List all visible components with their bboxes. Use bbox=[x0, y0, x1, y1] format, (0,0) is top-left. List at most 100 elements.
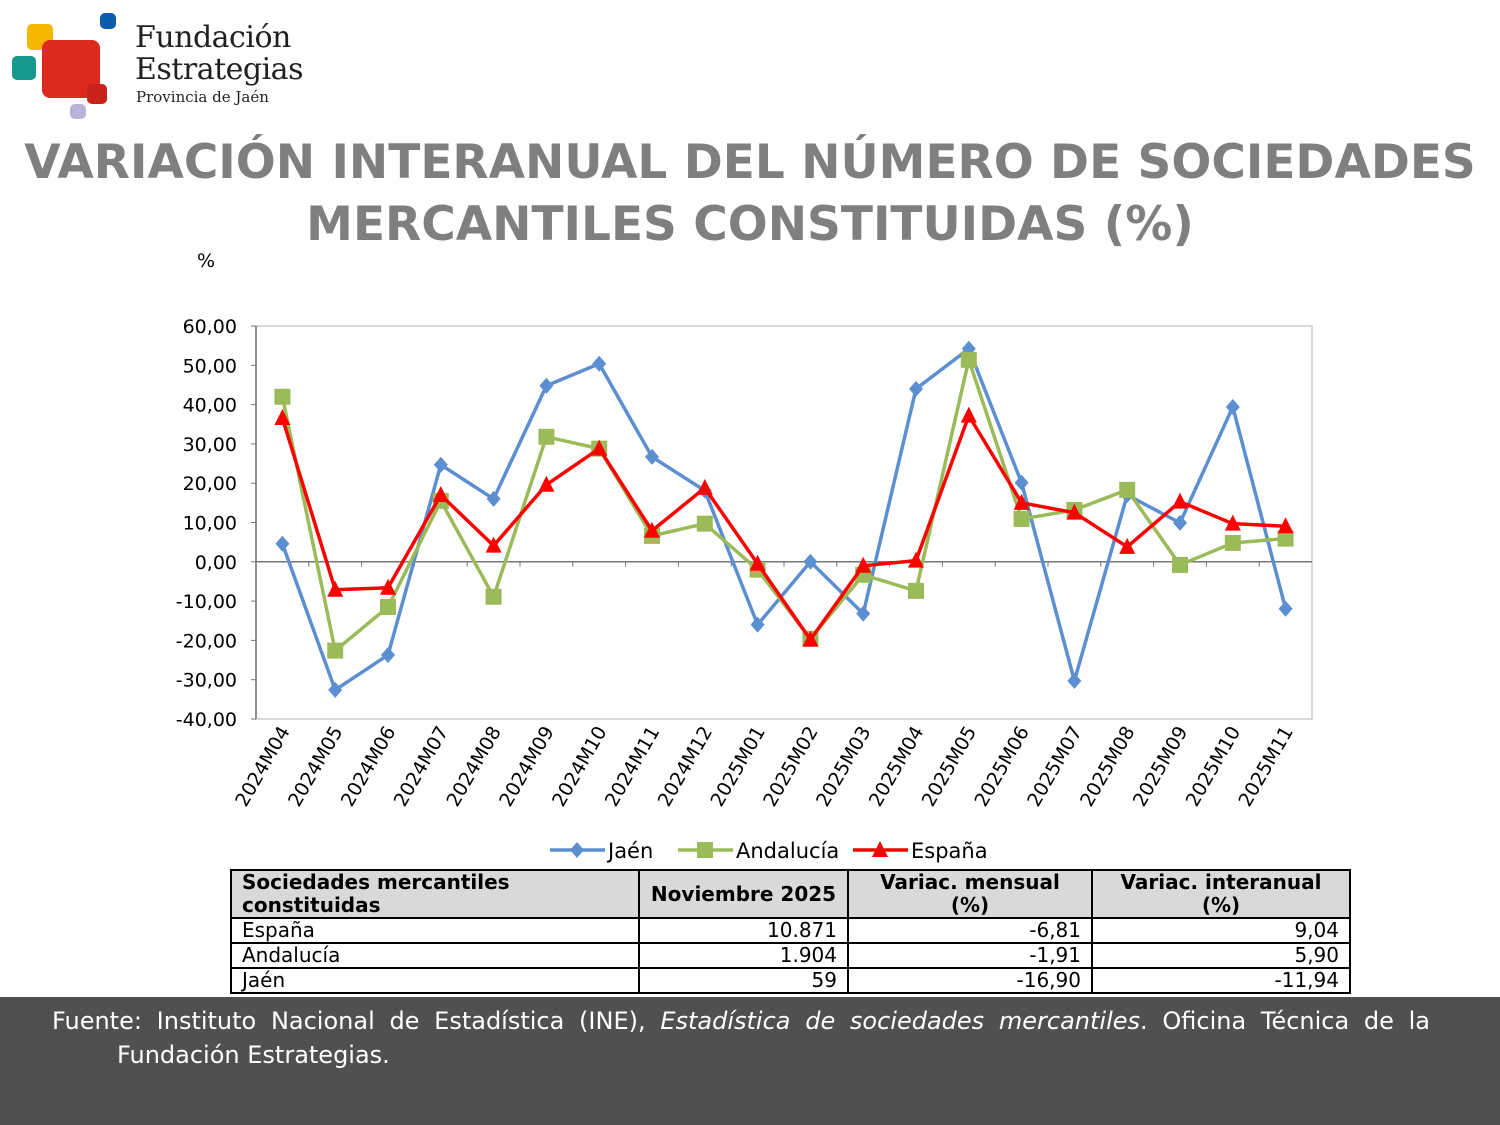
data-point-jan bbox=[856, 605, 871, 622]
data-point-jan bbox=[1173, 514, 1187, 531]
cell: -6,81 bbox=[847, 917, 1093, 944]
col-header: Noviembre 2025 bbox=[638, 869, 849, 919]
logo-text: Fundación bbox=[135, 20, 291, 55]
cell: España bbox=[230, 917, 640, 944]
logo: Fundación Estrategias Provincia de Jaén bbox=[0, 0, 320, 125]
legend-marker-espaa bbox=[872, 841, 888, 857]
cell: -16,90 bbox=[847, 967, 1093, 994]
data-point-andaluca bbox=[908, 582, 924, 599]
data-point-espaa bbox=[327, 580, 344, 597]
data-point-espaa bbox=[591, 439, 608, 456]
y-tick-label: 40,00 bbox=[183, 395, 237, 417]
data-point-andaluca bbox=[538, 428, 555, 445]
data-point-espaa bbox=[696, 478, 713, 495]
col-header: Variac. mensual (%) bbox=[847, 869, 1093, 919]
data-point-espaa bbox=[485, 536, 502, 553]
data-point-andaluca bbox=[485, 588, 502, 605]
data-point-espaa bbox=[802, 630, 819, 647]
data-point-jan bbox=[750, 616, 765, 633]
data-point-jan bbox=[1278, 600, 1293, 617]
page-title: VARIACIÓN INTERANUAL DEL NÚMERO DE SOCIE… bbox=[0, 132, 1500, 256]
data-point-andaluca bbox=[380, 598, 396, 615]
data-point-espaa bbox=[1013, 493, 1030, 510]
data-point-andaluca bbox=[1224, 534, 1241, 551]
cell: -11,94 bbox=[1091, 967, 1351, 994]
table-row: España 10.871 -6,81 9,04 bbox=[230, 917, 1351, 944]
data-point-andaluca bbox=[696, 515, 713, 532]
line-chart: 60,00 50,00 40,00 30,00 20,00 10,00 0,00 -10,00… bbox=[176, 316, 1313, 863]
y-tick-label: -40,00 bbox=[176, 709, 237, 731]
cell: 10.871 bbox=[638, 917, 849, 944]
y-tick-label: -10,00 bbox=[176, 591, 237, 613]
y-tick-label: 0,00 bbox=[195, 552, 237, 574]
y-tick-label: 10,00 bbox=[183, 513, 237, 535]
data-point-jan bbox=[433, 456, 448, 473]
table-row: Andalucía 1.904 -1,91 5,90 bbox=[230, 942, 1351, 969]
y-tick-label: 50,00 bbox=[183, 355, 237, 377]
data-point-jan bbox=[1014, 474, 1029, 491]
data-point-espaa bbox=[1119, 537, 1136, 554]
data-point-jan bbox=[539, 377, 554, 394]
data-point-espaa bbox=[380, 578, 396, 595]
y-tick-label: -30,00 bbox=[176, 670, 237, 692]
source-text: Fuente: Instituto Nacional de Estadístic… bbox=[52, 1007, 1431, 1035]
data-point-andaluca bbox=[1013, 510, 1030, 527]
x-tick-label: 2025M11 bbox=[1234, 723, 1298, 811]
data-point-andaluca bbox=[1172, 556, 1188, 573]
legend-marker-jan bbox=[570, 842, 584, 858]
data-point-espaa bbox=[274, 408, 291, 425]
y-tick-label: -20,00 bbox=[176, 630, 237, 652]
summary-table: Sociedades mercantiles constituidas Novi… bbox=[230, 869, 1351, 994]
col-header: Sociedades mercantiles constituidas bbox=[230, 869, 640, 919]
legend-label-andaluca: Andalucía bbox=[736, 839, 839, 863]
data-point-jan bbox=[1067, 672, 1082, 689]
source-text: Fundación Estrategias. bbox=[117, 1041, 390, 1069]
table-row: Jaén 59 -16,90 -11,94 bbox=[230, 967, 1351, 994]
data-point-jan bbox=[645, 448, 659, 465]
data-point-jan bbox=[328, 681, 343, 698]
cell: 9,04 bbox=[1091, 917, 1351, 944]
series-line-espaa bbox=[280, 411, 1286, 643]
legend-marker-andaluca bbox=[697, 842, 713, 858]
cell: 59 bbox=[638, 967, 849, 994]
data-point-jan bbox=[381, 646, 395, 663]
logo-subtext: Provincia de Jaén bbox=[136, 88, 269, 106]
cell: 1.904 bbox=[638, 942, 849, 969]
data-point-espaa bbox=[908, 551, 924, 568]
data-point-espaa bbox=[644, 521, 660, 538]
data-point-espaa bbox=[1277, 517, 1294, 534]
cell: Jaén bbox=[230, 967, 640, 994]
data-point-espaa bbox=[1172, 492, 1188, 509]
y-tick-label: 20,00 bbox=[183, 473, 237, 495]
legend-label-espaa: España bbox=[911, 839, 988, 863]
data-point-jan bbox=[909, 380, 923, 397]
data-point-andaluca bbox=[274, 388, 291, 405]
cell: 5,90 bbox=[1091, 942, 1351, 969]
data-point-espaa bbox=[1066, 503, 1083, 520]
data-point-andaluca bbox=[327, 642, 344, 659]
plot-area bbox=[255, 325, 1313, 720]
data-point-espaa bbox=[749, 554, 766, 571]
data-point-espaa bbox=[855, 556, 872, 573]
table-header-row: Sociedades mercantiles constituidas Novi… bbox=[230, 869, 1351, 919]
data-point-jan bbox=[592, 355, 607, 372]
data-point-espaa bbox=[538, 475, 555, 492]
y-tick-label: 60,00 bbox=[183, 316, 237, 338]
series-line-jan bbox=[280, 346, 1288, 693]
data-point-espaa bbox=[960, 406, 977, 423]
data-point-andaluca bbox=[1119, 481, 1136, 498]
logo-text: Estrategias bbox=[135, 52, 303, 87]
legend-label-jan: Jaén bbox=[606, 839, 653, 863]
data-point-jan bbox=[1225, 398, 1240, 415]
y-axis-unit: % bbox=[197, 250, 216, 272]
data-point-espaa bbox=[1224, 514, 1241, 531]
data-point-andaluca bbox=[1277, 530, 1294, 547]
title-line: MERCANTILES CONSTITUIDAS (%) bbox=[306, 197, 1194, 252]
cell: Andalucía bbox=[230, 942, 640, 969]
y-tick-label: 30,00 bbox=[183, 434, 237, 456]
data-point-andaluca bbox=[960, 351, 977, 368]
data-point-jan bbox=[275, 535, 290, 552]
col-header: Variac. interanual (%) bbox=[1091, 869, 1351, 919]
cell: -1,91 bbox=[847, 942, 1093, 969]
title-line: VARIACIÓN INTERANUAL DEL NÚMERO DE SOCIE… bbox=[24, 135, 1476, 190]
